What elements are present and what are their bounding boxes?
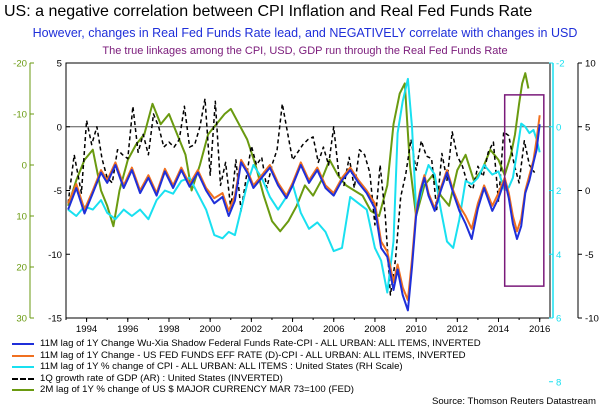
series-line-wuxia — [67, 124, 541, 312]
series-line-gdp — [67, 97, 536, 296]
series-line-usd — [67, 72, 530, 233]
x-tick-label-2014: 2014 — [488, 324, 510, 335]
cpi-y-tick-label: 0 — [556, 122, 561, 133]
cpi-y-tick-label: -2 — [556, 59, 565, 70]
gdp-y-tick-label: 5 — [585, 122, 590, 133]
legend-label-usd: 2M lag of 1Y % change of US $ MAJOR CURR… — [40, 384, 354, 396]
legend-label-wuxia: 11M lag of 1Y Change Wu-Xia Shadow Feder… — [40, 338, 481, 349]
highlight-box — [503, 94, 545, 287]
cpi-y-tick-label: 4 — [556, 250, 562, 261]
main-y-tick-label: -5 — [53, 186, 62, 197]
usd-y-tick-label: 10 — [16, 212, 27, 223]
series-line-effr — [67, 115, 541, 302]
gdp-y-tick-label: 0 — [585, 186, 590, 197]
main-y-tick-label: -15 — [48, 314, 62, 325]
legend-label-cpi: 11M lag of 1Y % change of CPI - ALL URBA… — [40, 361, 403, 373]
x-tick-label-2012: 2012 — [447, 324, 468, 335]
legend-swatch-cpi — [12, 366, 34, 369]
gdp-y-tick-label: 10 — [585, 59, 596, 70]
chart-title: US: a negative correlation between CPI I… — [4, 3, 533, 20]
usd-y-tick-label: -10 — [13, 110, 27, 121]
x-tick-label-2004: 2004 — [282, 324, 304, 335]
x-tick-label-2016: 2016 — [529, 324, 550, 335]
usd-y-tick-label: 20 — [16, 263, 27, 274]
series-line-cpi — [67, 77, 541, 294]
chart-subtitle-secondary: The true linkages among the CPI, USD, GD… — [102, 45, 508, 57]
x-tick-label-2006: 2006 — [323, 324, 344, 335]
legend-label-effr: 11M lag of 1Y Change - US FED FUNDS EFF … — [40, 349, 466, 361]
legend-swatch-effr — [12, 354, 34, 357]
main-y-tick-label: -10 — [48, 250, 62, 261]
legend-swatch-gdp — [12, 377, 34, 380]
legend-swatch-usd — [12, 389, 34, 392]
legend-label-gdp: 1Q growth rate of GDP (AR) : United Stat… — [40, 372, 283, 384]
x-tick-label-2008: 2008 — [364, 324, 385, 335]
x-tick-label-1998: 1998 — [158, 324, 179, 335]
source-note: Source: Thomson Reuters Datastream — [431, 396, 596, 407]
legend-swatch-wuxia — [12, 343, 34, 345]
gdp-y-tick-label: -10 — [585, 314, 599, 325]
usd-y-tick-label: 30 — [16, 314, 27, 325]
main-y-tick-label: 5 — [57, 59, 62, 70]
x-tick-label-1996: 1996 — [117, 324, 138, 335]
x-tick-label-1994: 1994 — [76, 324, 98, 335]
cpi-y-tick-label: 2 — [556, 186, 561, 197]
x-tick-label-2010: 2010 — [405, 324, 426, 335]
usd-y-tick-label: 0 — [22, 161, 27, 172]
usd-y-tick-label: -20 — [13, 59, 27, 70]
main-y-tick-label: 0 — [57, 122, 62, 133]
gdp-y-tick-label: -5 — [585, 250, 594, 261]
x-tick-label-2002: 2002 — [241, 324, 262, 335]
cpi-y-tick-label: 6 — [556, 314, 561, 325]
cpi-y-tick-label: 8 — [556, 377, 561, 388]
x-tick-label-2000: 2000 — [199, 324, 220, 335]
chart-subtitle: However, changes in Real Fed Funds Rate … — [32, 26, 578, 40]
